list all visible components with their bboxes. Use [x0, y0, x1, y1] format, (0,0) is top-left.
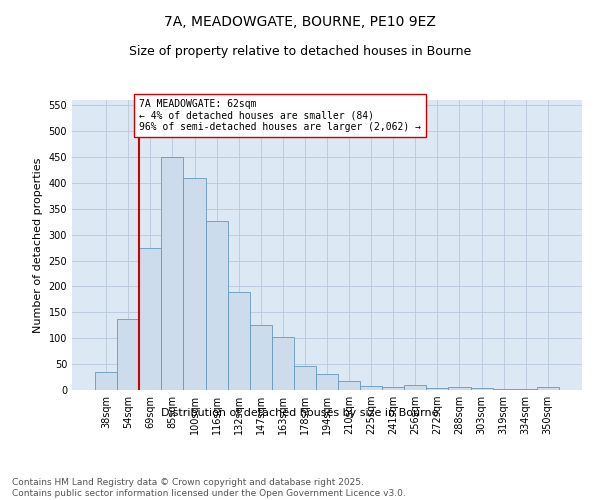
Bar: [470, 388, 493, 390]
Bar: [250, 326, 272, 390]
Bar: [95, 372, 117, 390]
Bar: [294, 366, 316, 390]
Bar: [448, 388, 470, 390]
Bar: [316, 374, 338, 390]
Text: 7A MEADOWGATE: 62sqm
← 4% of detached houses are smaller (84)
96% of semi-detach: 7A MEADOWGATE: 62sqm ← 4% of detached ho…: [139, 99, 421, 132]
Bar: [427, 388, 448, 390]
Bar: [537, 387, 559, 390]
Bar: [360, 386, 382, 390]
Bar: [139, 248, 161, 390]
Bar: [515, 389, 537, 390]
Bar: [206, 220, 227, 390]
Bar: [404, 385, 427, 390]
Text: Size of property relative to detached houses in Bourne: Size of property relative to detached ho…: [129, 45, 471, 58]
Bar: [493, 389, 515, 390]
Bar: [382, 388, 404, 390]
Bar: [338, 380, 360, 390]
Bar: [227, 292, 250, 390]
Bar: [272, 336, 294, 390]
Y-axis label: Number of detached properties: Number of detached properties: [33, 158, 43, 332]
Bar: [117, 319, 139, 390]
Text: Distribution of detached houses by size in Bourne: Distribution of detached houses by size …: [161, 408, 439, 418]
Text: 7A, MEADOWGATE, BOURNE, PE10 9EZ: 7A, MEADOWGATE, BOURNE, PE10 9EZ: [164, 15, 436, 29]
Text: Contains HM Land Registry data © Crown copyright and database right 2025.
Contai: Contains HM Land Registry data © Crown c…: [12, 478, 406, 498]
Bar: [184, 178, 206, 390]
Bar: [161, 157, 184, 390]
